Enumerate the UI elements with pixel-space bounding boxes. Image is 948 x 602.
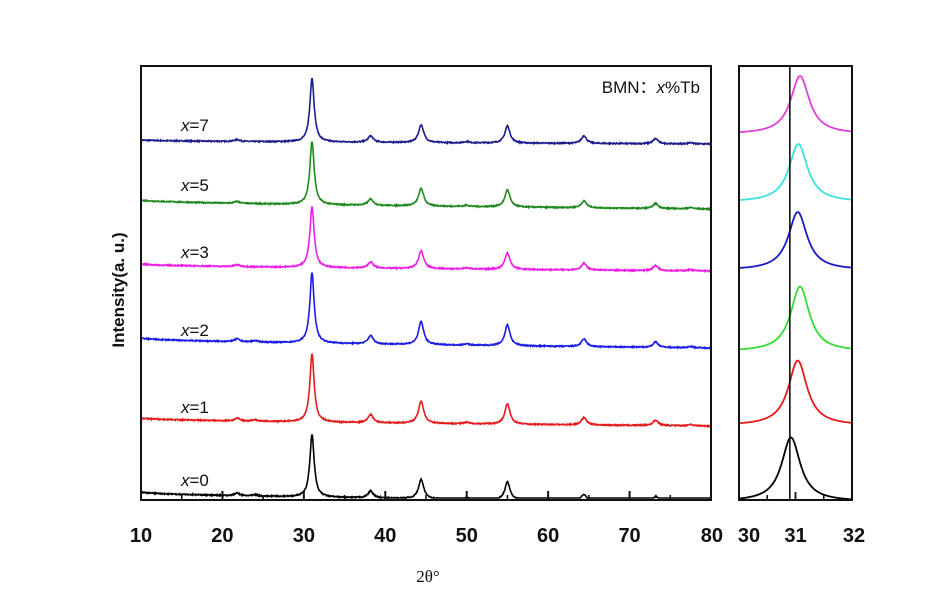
x-tick-label: 10 xyxy=(130,525,152,547)
main-plot-axes: 10 20 30 40 50 60 70 80 xyxy=(130,65,723,547)
main-plot-frame xyxy=(140,65,712,501)
x-axis-label: 2θ° xyxy=(416,567,439,586)
main-plot-series xyxy=(140,77,712,500)
xrd-series-line-x=7 xyxy=(140,77,712,147)
inset-series-line-x=0 xyxy=(738,436,853,501)
xrd-series-line-x=0 xyxy=(140,434,711,500)
inset-x-tick-label: 32 xyxy=(843,525,865,547)
xrd-series-line-x=2 xyxy=(140,272,712,350)
x-tick-label: 40 xyxy=(374,525,396,547)
inset-plot-axes: 30 31 32 xyxy=(738,65,865,547)
series-labels: x=7 x=5 x=3 x=2 x=1 x=0 xyxy=(180,116,209,490)
inset-series-line-x=5 xyxy=(739,143,853,201)
inset-x-tick-label: 31 xyxy=(784,525,806,547)
inset-plot-series xyxy=(738,75,853,501)
x-tick-label: 50 xyxy=(456,525,478,547)
x-tick-label: 60 xyxy=(537,525,559,547)
series-label-x=7: x=7 xyxy=(180,116,209,135)
x-tick-label: 20 xyxy=(211,525,233,547)
inset-series-line-x=2 xyxy=(739,285,852,351)
x-tick-label: 80 xyxy=(701,525,723,547)
inset-series-line-x=3 xyxy=(739,211,852,269)
xrd-series-line-x=5 xyxy=(140,141,712,212)
series-label-x=2: x=2 xyxy=(180,321,209,340)
inset-series-line-x=7 xyxy=(739,75,852,133)
series-label-x=5: x=5 xyxy=(180,176,209,195)
series-label-x=1: x=1 xyxy=(180,398,209,417)
composition-annotation: BMN：x%Tb xyxy=(602,78,700,97)
series-label-x=0: x=0 xyxy=(180,471,209,490)
y-axis-label: Intensity(a. u.) xyxy=(109,232,128,347)
x-tick-label: 30 xyxy=(293,525,315,547)
inset-x-tick-label: 30 xyxy=(738,525,760,547)
series-label-x=3: x=3 xyxy=(180,243,209,262)
inset-series-line-x=1 xyxy=(739,359,852,425)
xrd-series-line-x=1 xyxy=(140,353,712,428)
xrd-series-line-x=3 xyxy=(140,206,712,273)
x-tick-label: 70 xyxy=(618,525,640,547)
